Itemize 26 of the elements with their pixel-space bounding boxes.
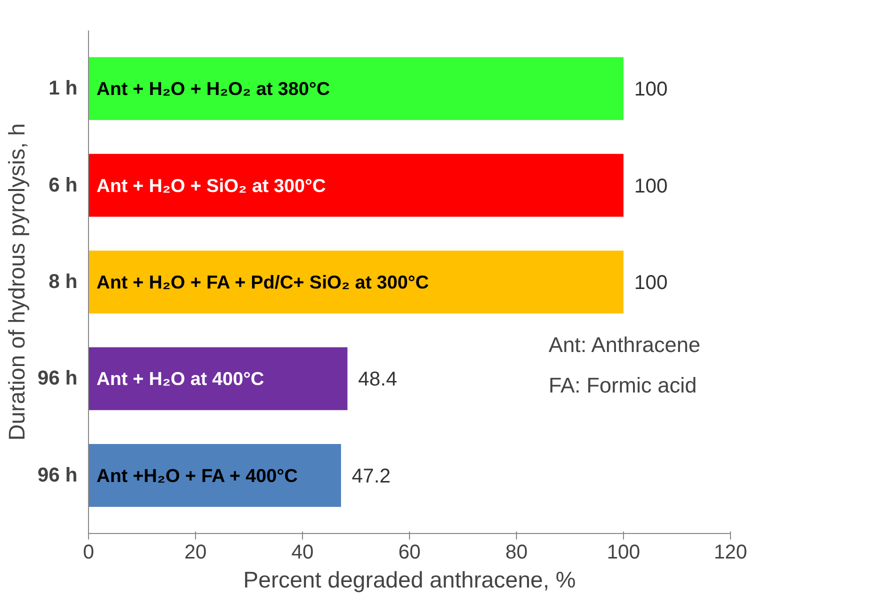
series-label: Ant + H₂O at 400°C bbox=[96, 368, 264, 390]
y-tick-label: 96 h bbox=[37, 464, 78, 486]
annotation: Ant: Anthracene bbox=[548, 332, 700, 357]
series-label: Ant +H₂O + FA + 400°C bbox=[96, 464, 298, 486]
series-label: Ant + H₂O + SiO₂ at 300°C bbox=[96, 174, 326, 196]
y-tick-label: 8 h bbox=[48, 271, 78, 293]
y-axis-title: Duration of hydrous pyrolysis, h bbox=[3, 123, 30, 441]
x-tick-label: 20 bbox=[184, 542, 207, 564]
x-tick-label: 0 bbox=[82, 542, 94, 564]
data-label: 100 bbox=[634, 78, 668, 101]
series-label: Ant + H₂O + FA + Pd/C+ SiO₂ at 300°C bbox=[96, 272, 429, 292]
y-tick-label: 1 h bbox=[48, 78, 78, 100]
x-tick-label: 60 bbox=[398, 542, 421, 564]
y-tick-label: 6 h bbox=[48, 174, 78, 196]
series-label: Ant + H₂O + H₂O₂ at 380°C bbox=[96, 78, 330, 100]
data-label: 48.4 bbox=[358, 368, 398, 391]
annotation: FA: Formic acid bbox=[548, 374, 697, 398]
data-label: 100 bbox=[634, 175, 668, 198]
data-label: 47.2 bbox=[352, 465, 391, 488]
x-axis-title: Percent degraded anthracene, % bbox=[243, 566, 576, 592]
x-tick-label: 120 bbox=[714, 542, 748, 564]
x-tick-label: 100 bbox=[606, 542, 640, 564]
x-tick-label: 80 bbox=[505, 542, 528, 564]
data-label: 100 bbox=[634, 272, 668, 294]
x-tick-label: 40 bbox=[291, 542, 314, 564]
y-tick-label: 96 h bbox=[37, 368, 78, 390]
